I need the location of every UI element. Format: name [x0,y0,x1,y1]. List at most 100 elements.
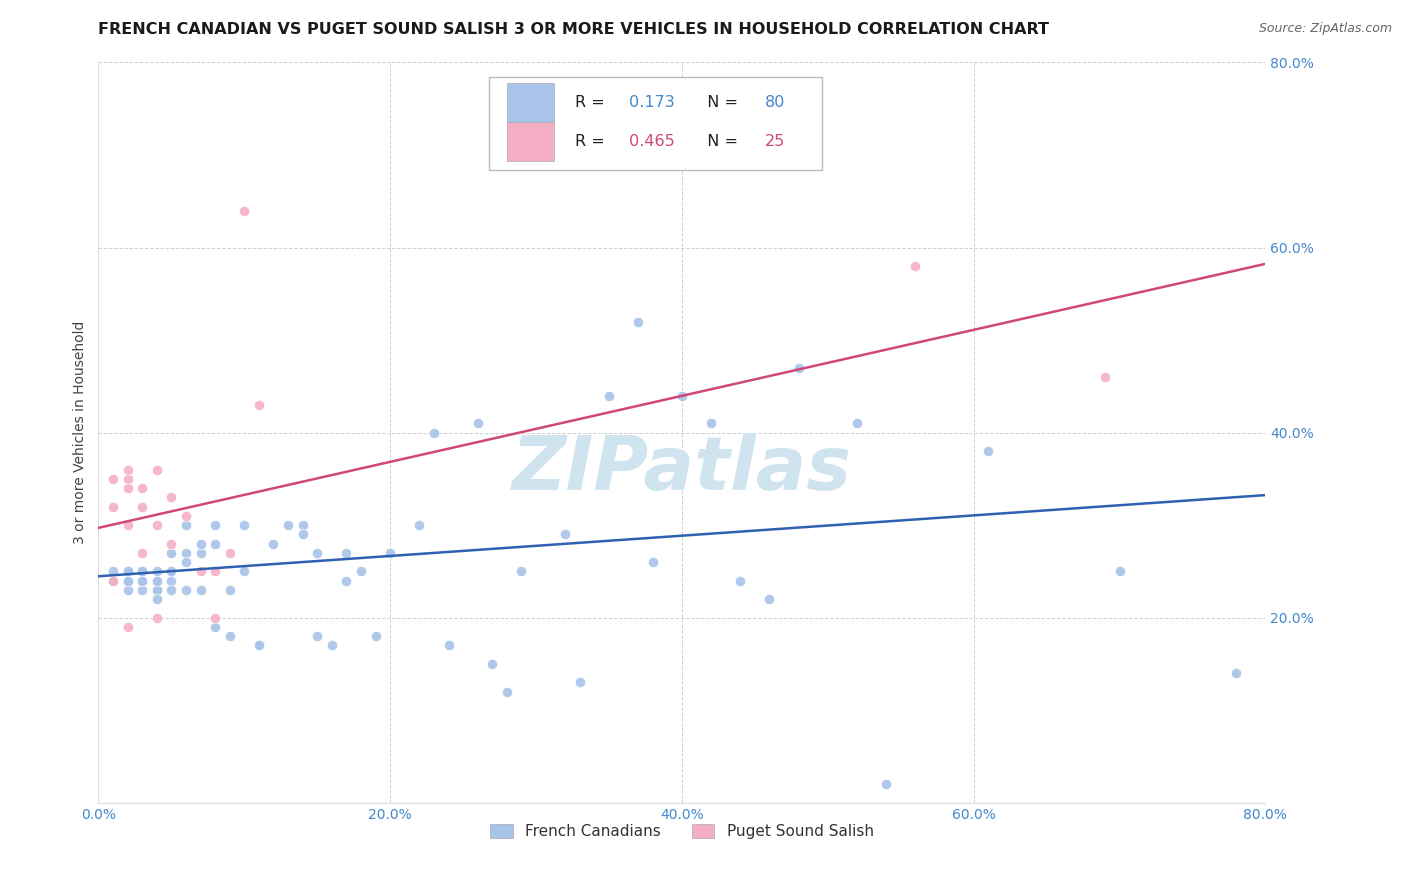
Point [204,518,226,533]
Point [554,527,576,541]
Point [277,518,299,533]
Text: R =: R = [575,134,609,149]
FancyBboxPatch shape [508,83,554,121]
Text: ZIPatlas: ZIPatlas [512,434,852,506]
Point [117,565,139,579]
Point [117,462,139,476]
Point [146,592,169,607]
Y-axis label: 3 or more Vehicles in Household: 3 or more Vehicles in Household [73,321,87,544]
Point [641,555,664,569]
Point [117,574,139,588]
Point [146,574,169,588]
Point [291,518,314,533]
Point [364,629,387,643]
Point [131,565,153,579]
Point [146,574,169,588]
Point [190,546,212,560]
Point [700,417,723,431]
Point [190,565,212,579]
Point [101,500,124,514]
Point [160,582,183,597]
Point [117,565,139,579]
Point [117,574,139,588]
Point [204,565,226,579]
Point [875,777,897,791]
Text: 0.173: 0.173 [624,95,675,110]
Point [146,565,169,579]
Point [160,565,183,579]
Point [117,582,139,597]
Point [160,565,183,579]
Point [146,518,169,533]
Text: R =: R = [575,95,609,110]
Point [510,565,533,579]
Point [787,360,810,375]
Text: 25: 25 [765,134,785,149]
Point [131,565,153,579]
Point [247,398,270,412]
Point [174,582,197,597]
Point [174,508,197,523]
Text: 80: 80 [765,95,785,110]
Point [117,565,139,579]
Point [335,574,357,588]
Point [1094,370,1116,384]
Point [262,536,284,550]
Point [671,388,693,402]
Point [117,574,139,588]
Point [190,582,212,597]
Point [758,592,780,607]
FancyBboxPatch shape [508,122,554,161]
Point [218,582,240,597]
Point [160,536,183,550]
Point [321,639,343,653]
Point [350,565,373,579]
Point [117,574,139,588]
Text: N =: N = [697,134,744,149]
Point [131,565,153,579]
Text: Source: ZipAtlas.com: Source: ZipAtlas.com [1258,22,1392,36]
Point [131,500,153,514]
Point [174,518,197,533]
Point [131,481,153,495]
Point [1225,666,1247,681]
Point [174,555,197,569]
Point [233,203,256,218]
Point [101,574,124,588]
Point [146,462,169,476]
Point [1108,565,1130,579]
Point [568,675,591,690]
Point [146,582,169,597]
Point [174,546,197,560]
Point [160,491,183,505]
Legend: French Canadians, Puget Sound Salish: French Canadians, Puget Sound Salish [482,816,882,847]
Point [496,685,519,699]
Point [730,574,752,588]
Point [160,546,183,560]
Point [524,157,547,171]
Point [467,417,489,431]
Point [160,574,183,588]
Point [101,574,124,588]
Point [380,546,402,560]
Point [146,582,169,597]
Point [247,639,270,653]
Point [131,574,153,588]
Point [117,472,139,486]
Point [307,546,329,560]
Point [190,536,212,550]
Point [481,657,503,671]
Point [117,481,139,495]
Point [904,259,927,273]
Point [218,546,240,560]
Point [131,582,153,597]
Point [233,518,256,533]
Text: N =: N = [697,95,744,110]
Text: 0.465: 0.465 [624,134,675,149]
Point [131,574,153,588]
Point [146,610,169,624]
Point [598,388,620,402]
Point [977,444,1000,458]
Point [437,639,460,653]
Point [131,546,153,560]
